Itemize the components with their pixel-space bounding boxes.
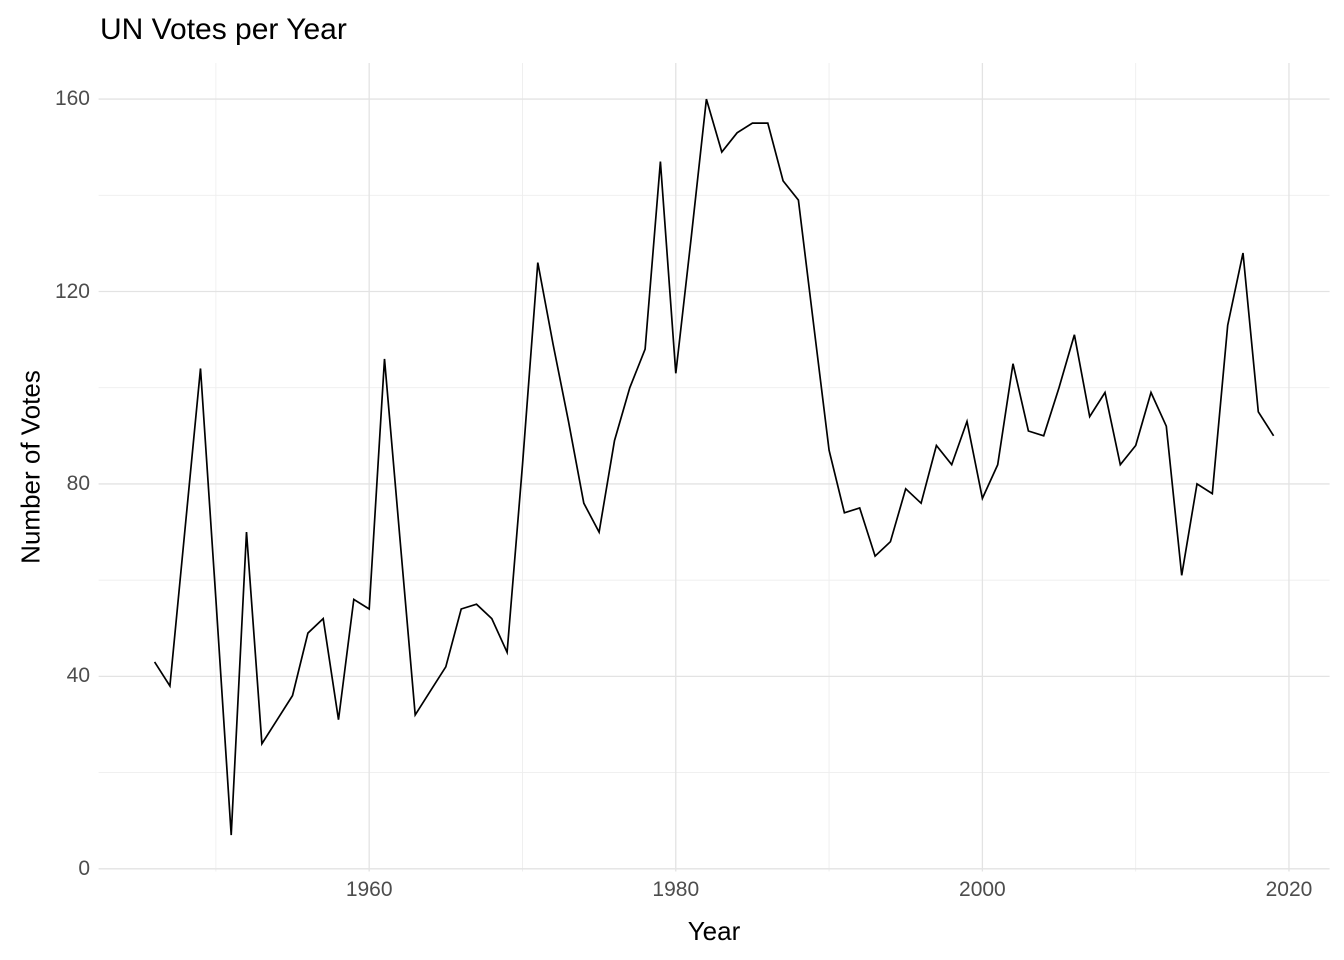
x-tick-label: 2000 [959,878,1006,901]
x-tick-label: 1960 [345,878,393,901]
y-tick-label: 160 [54,87,90,111]
chart-title: UN Votes per Year [100,13,347,46]
y-tick-label: 120 [54,279,90,303]
y-tick-label: 40 [66,664,90,688]
y-axis-title: Number of Votes [15,370,46,564]
major-gridlines [98,63,1330,872]
votes-line-series [153,98,1275,836]
x-tick-label: 1980 [652,878,700,901]
x-axis-title: Year [687,916,741,946]
y-tick-label: 0 [78,856,90,880]
y-tick-label: 80 [66,471,90,495]
minor-gridlines [98,63,1330,872]
x-tick-label: 2020 [1265,878,1313,901]
